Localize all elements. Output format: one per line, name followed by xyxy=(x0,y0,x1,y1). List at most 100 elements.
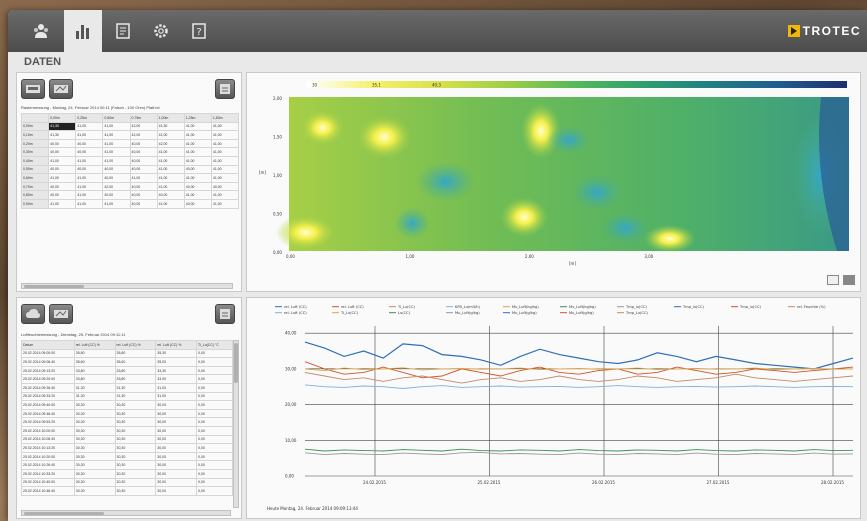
table-cell[interactable]: 41,00 xyxy=(210,147,240,157)
table-cell[interactable]: 41,00 xyxy=(102,147,131,157)
table-cell[interactable]: 41,00 xyxy=(210,190,240,200)
table-row[interactable]: 25.02.2014 09:46:40 30,30 30,30 30,00 0,00 xyxy=(21,408,233,419)
table-cell[interactable]: 40,00 xyxy=(75,164,104,175)
table-cell[interactable]: 41,00 xyxy=(102,138,131,149)
table-cell[interactable]: 41,00 xyxy=(183,155,212,166)
table-cell[interactable]: 30,30 xyxy=(114,408,157,419)
column-header[interactable] xyxy=(20,113,50,123)
table-cell[interactable]: 25.02.2014 09:26:40 xyxy=(21,382,75,393)
table-cell[interactable]: 31,30 xyxy=(114,391,157,402)
table-cell[interactable]: 40,00 xyxy=(48,138,77,149)
column-header[interactable]: 1,50m xyxy=(210,113,240,123)
table-cell[interactable]: 31,30 xyxy=(73,382,116,393)
scroll-thumb[interactable] xyxy=(234,343,238,383)
table-cell[interactable]: 41,00 xyxy=(75,121,104,132)
table-cell[interactable]: 41,00 xyxy=(210,138,240,149)
table-cell[interactable]: 30,30 xyxy=(73,408,116,419)
table-cell[interactable]: 41,00 xyxy=(156,198,185,209)
table-row[interactable]: 0,30m 40,00 40,00 41,00 40,00 41,00 41,00 41,00 xyxy=(20,147,240,157)
table-row[interactable]: 25.02.2014 09:20:00 33,80 33,80 33,00 0,00 xyxy=(21,374,233,384)
table-cell[interactable]: 41,30 xyxy=(48,121,77,132)
table-cell[interactable]: 0,00 xyxy=(196,357,233,367)
log-data-table[interactable]: Datum rel. Luft (CC) % rel. Luft (CC) % rel… xyxy=(21,340,233,496)
legend-entry[interactable]: Mu_Luft(kg/kg) xyxy=(512,305,539,309)
table-row[interactable]: 25.02.2014 10:13:20 30,30 30,30 30,00 0,00 xyxy=(21,443,233,453)
table-cell[interactable]: 31,00 xyxy=(155,382,198,393)
table-cell[interactable]: 0,00 xyxy=(196,382,233,393)
table-cell[interactable]: 0,60m xyxy=(20,173,50,183)
table-cell[interactable]: 40,00 xyxy=(75,138,104,149)
table-cell[interactable]: 41,00 xyxy=(102,198,131,209)
table-cell[interactable]: 30,30 xyxy=(73,443,116,453)
column-header[interactable]: Ti_Lu(CC) °C xyxy=(196,340,233,350)
table-cell[interactable]: 41,00 xyxy=(183,147,212,157)
table-cell[interactable]: 0,30m xyxy=(20,147,50,157)
table-cell[interactable]: 25.02.2014 09:46:40 xyxy=(21,408,75,419)
table-cell[interactable]: 35,80 xyxy=(114,348,157,359)
table-cell[interactable]: 42,00 xyxy=(102,181,131,192)
legend-entry[interactable]: rel. Feuchte (%) xyxy=(797,305,826,309)
export-button[interactable] xyxy=(49,79,73,99)
legend-entry[interactable]: KFB_Lu(m3/h) xyxy=(455,305,481,309)
table-cell[interactable]: 40,00 xyxy=(48,181,77,192)
column-header[interactable]: rel. Luft (CC) % xyxy=(73,340,116,350)
table-cell[interactable]: 41,00 xyxy=(75,190,104,200)
table-cell[interactable]: 30,00 xyxy=(155,417,198,427)
table-cell[interactable]: 30,00 xyxy=(155,408,198,419)
table-cell[interactable]: 40,00 xyxy=(129,164,158,175)
table-cell[interactable]: 33,30 xyxy=(155,365,198,376)
table-cell[interactable]: 0,00 xyxy=(196,400,233,410)
table-cell[interactable]: 41,00 xyxy=(210,173,240,183)
table-cell[interactable]: 30,30 xyxy=(73,400,116,410)
table-cell[interactable]: 41,00 xyxy=(75,155,104,166)
table-cell[interactable]: 41,00 xyxy=(102,130,131,140)
table-cell[interactable]: 30,00 xyxy=(155,477,198,488)
table-cell[interactable]: 30,30 xyxy=(114,460,157,470)
table-cell[interactable]: 33,00 xyxy=(155,374,198,384)
table-cell[interactable]: 0,40m xyxy=(20,155,50,166)
table-cell[interactable]: 33,80 xyxy=(73,365,116,376)
table-row[interactable]: 25.02.2014 10:40:00 30,30 30,30 30,00 0,00 xyxy=(21,477,233,488)
table-cell[interactable]: 42,00 xyxy=(156,138,185,149)
zoom-button[interactable] xyxy=(827,275,839,285)
table-cell[interactable]: 41,00 xyxy=(210,164,240,175)
table-cell[interactable]: 30,30 xyxy=(73,434,116,445)
table-cell[interactable]: 41,00 xyxy=(75,181,104,192)
table-cell[interactable]: 40,00 xyxy=(102,190,131,200)
table-cell[interactable]: 30,30 xyxy=(114,425,157,436)
table-cell[interactable]: 25.02.2014 09:33:20 xyxy=(21,391,75,402)
table-cell[interactable]: 25.02.2014 10:33:20 xyxy=(21,468,75,479)
table-cell[interactable]: 0,00 xyxy=(196,365,233,376)
table-cell[interactable]: 25.02.2014 09:13:20 xyxy=(21,365,75,376)
nav-users-button[interactable] xyxy=(22,10,60,52)
table-cell[interactable]: 40,00 xyxy=(129,138,158,149)
legend-entry[interactable]: Tmp_lu(CC) xyxy=(682,305,704,309)
table-cell[interactable]: 25.02.2014 10:26:40 xyxy=(21,460,75,470)
table-cell[interactable]: 0,00 xyxy=(196,374,233,384)
table-cell[interactable]: 25.02.2014 09:00:00 xyxy=(21,348,75,359)
table-cell[interactable]: 25.02.2014 10:46:40 xyxy=(21,486,75,496)
table-cell[interactable]: 41,00 xyxy=(48,173,77,183)
table-row[interactable]: 0,90m 41,00 41,00 41,00 40,00 41,00 40,00 41,00 xyxy=(20,198,240,209)
table-cell[interactable]: 30,00 xyxy=(155,468,198,479)
table-cell[interactable]: 0,00 xyxy=(196,348,233,359)
table-cell[interactable]: 30,00 xyxy=(155,400,198,410)
table-cell[interactable]: 25.02.2014 09:20:00 xyxy=(21,374,75,384)
table-cell[interactable]: 25.02.2014 10:13:20 xyxy=(21,443,75,453)
table-cell[interactable]: 30,30 xyxy=(114,468,157,479)
table-row[interactable]: 25.02.2014 10:06:40 30,30 30,30 30,00 0,00 xyxy=(21,434,233,445)
table-cell[interactable]: 41,00 xyxy=(183,130,212,140)
table-cell[interactable]: 0,00m xyxy=(20,121,50,132)
table-row[interactable]: 0,20m 40,00 40,00 41,00 40,00 42,00 41,00 41,00 xyxy=(20,138,240,149)
table-cell[interactable]: 41,00 xyxy=(102,155,131,166)
legend-entry[interactable]: Ti_Lu(CC) xyxy=(397,305,416,309)
table-row[interactable]: 0,80m 40,00 41,00 40,00 40,00 40,00 41,00 41,00 xyxy=(20,190,240,200)
table-cell[interactable]: 41,00 xyxy=(129,173,158,183)
table-row[interactable]: 25.02.2014 10:00:00 30,30 30,30 30,00 0,00 xyxy=(21,425,233,436)
table-cell[interactable]: 30,30 xyxy=(114,400,157,410)
table-cell[interactable]: 41,00 xyxy=(156,181,185,192)
table-cell[interactable]: 40,00 xyxy=(48,190,77,200)
table-cell[interactable]: 0,80m xyxy=(20,190,50,200)
table-cell[interactable]: 41,00 xyxy=(75,198,104,209)
table-cell[interactable]: 41,00 xyxy=(210,130,240,140)
